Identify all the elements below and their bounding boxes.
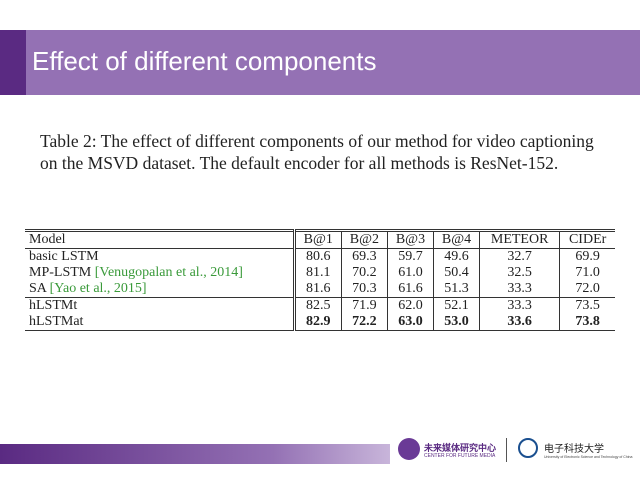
score-cell: 73.5 <box>559 297 615 314</box>
score-cell: 70.2 <box>341 265 388 281</box>
university-name: 电子科技大学 <box>544 444 604 455</box>
score-cell: 73.8 <box>575 314 600 329</box>
table-row: MP-LSTM [Venugopalan et al., 2014] 81.1 70… <box>25 265 615 281</box>
score-cell: 51.3 <box>433 281 481 298</box>
footer-bar <box>0 444 390 464</box>
divider <box>506 438 507 462</box>
score-cell: 82.5 <box>294 297 342 314</box>
column-header: B@4 <box>433 230 481 249</box>
table-caption: Table 2: The effect of different compone… <box>40 131 594 173</box>
university-logo <box>518 438 538 458</box>
score-cell: 50.4 <box>433 265 481 281</box>
score-cell: 71.0 <box>575 265 600 280</box>
score-cell: 71.9 <box>341 297 388 314</box>
score-cell: 82.9 <box>294 314 342 331</box>
score-cell: 80.6 <box>294 248 342 265</box>
table-row: hLSTMt 82.5 71.9 62.0 52.1 33.3 73.5 <box>25 297 615 314</box>
score-cell: 61.0 <box>387 265 435 281</box>
title-bar <box>0 30 640 95</box>
model-name: basic LSTM <box>29 249 99 264</box>
model-name: hLSTMat <box>29 314 84 329</box>
results-table: Model B@1 B@2 B@3 B@4 METEOR CIDEr basic LSTM 80… <box>25 229 615 331</box>
citation: [Yao et al., 2015] <box>49 281 147 296</box>
table-row: SA [Yao et al., 2015] 81.6 70.3 61.6 51.3 33.… <box>25 281 615 298</box>
score-cell: 70.3 <box>341 281 388 298</box>
column-header: B@3 <box>387 230 435 249</box>
table-row: basic LSTM 80.6 69.3 59.7 49.6 32.7 69.9 <box>25 248 615 265</box>
score-cell: 61.6 <box>387 281 435 298</box>
score-cell: 32.7 <box>479 248 561 265</box>
column-header: B@2 <box>341 230 388 249</box>
model-cell: SA [Yao et al., 2015] <box>25 281 296 298</box>
score-cell: 69.3 <box>341 248 388 265</box>
column-header: CIDEr <box>559 230 615 249</box>
table-row: hLSTMat 82.9 72.2 63.0 53.0 33.6 73.8 <box>25 314 615 331</box>
header-row: Model B@1 B@2 B@3 B@4 METEOR CIDEr <box>25 230 615 249</box>
model-name: SA <box>29 281 47 296</box>
slide-title: Effect of different components <box>32 46 377 76</box>
score-cell: 59.7 <box>387 248 435 265</box>
center-logo <box>398 438 420 460</box>
model-cell: MP-LSTM [Venugopalan et al., 2014] <box>25 265 296 281</box>
column-header: B@1 <box>294 230 342 249</box>
score-cell: 52.1 <box>433 297 481 314</box>
score-cell: 53.0 <box>433 314 481 331</box>
title-accent <box>0 30 26 95</box>
score-cell: 62.0 <box>387 297 435 314</box>
model-cell: hLSTMat <box>25 314 296 331</box>
model-cell: basic LSTM <box>25 248 296 265</box>
citation: [Venugopalan et al., 2014] <box>94 265 243 280</box>
score-cell: 33.6 <box>479 314 561 331</box>
score-cell: 49.6 <box>433 248 481 265</box>
score-cell: 32.5 <box>479 265 561 281</box>
model-name: hLSTMt <box>29 298 78 313</box>
model-cell: hLSTMt <box>25 297 296 314</box>
model-name: MP-LSTM <box>29 265 92 280</box>
score-cell: 33.3 <box>479 281 561 298</box>
center-name: 未来媒体研究中心 <box>424 443 497 453</box>
column-header: METEOR <box>479 230 561 249</box>
score-cell: 72.2 <box>341 314 388 331</box>
score-cell: 33.3 <box>479 297 561 314</box>
score-cell: 69.9 <box>575 249 600 264</box>
score-cell: 81.6 <box>294 281 342 298</box>
university-name-en: University of Electronic Science and Tec… <box>544 455 633 459</box>
column-header: Model <box>25 230 296 249</box>
center-name-en: CENTER FOR FUTURE MEDIA <box>424 453 496 459</box>
score-cell: 63.0 <box>387 314 435 331</box>
score-cell: 81.1 <box>294 265 342 281</box>
score-cell: 72.0 <box>575 281 600 296</box>
